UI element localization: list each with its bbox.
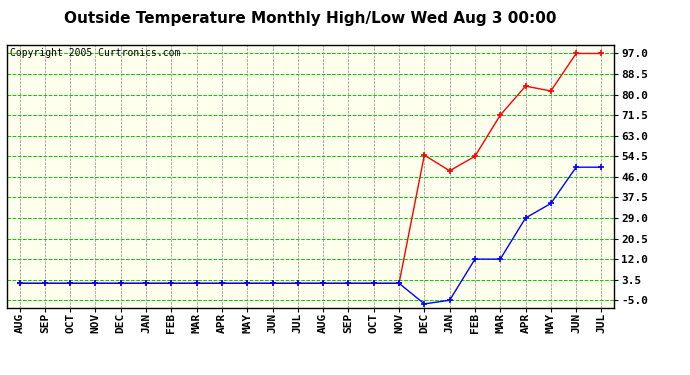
Text: Copyright 2005 Curtronics.com: Copyright 2005 Curtronics.com <box>10 48 180 58</box>
Text: Outside Temperature Monthly High/Low Wed Aug 3 00:00: Outside Temperature Monthly High/Low Wed… <box>64 11 557 26</box>
